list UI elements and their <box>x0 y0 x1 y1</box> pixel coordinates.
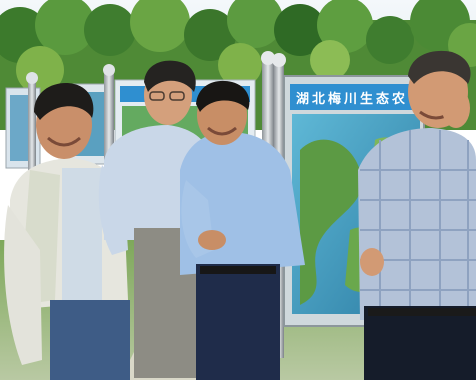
pole-middle <box>104 70 114 190</box>
person-center-blue <box>180 80 305 380</box>
person-right-plaid <box>358 50 476 380</box>
pole-left <box>28 78 36 188</box>
sign-title: 湖北梅川生态农 <box>296 91 408 107</box>
person-left-vest <box>4 83 130 380</box>
